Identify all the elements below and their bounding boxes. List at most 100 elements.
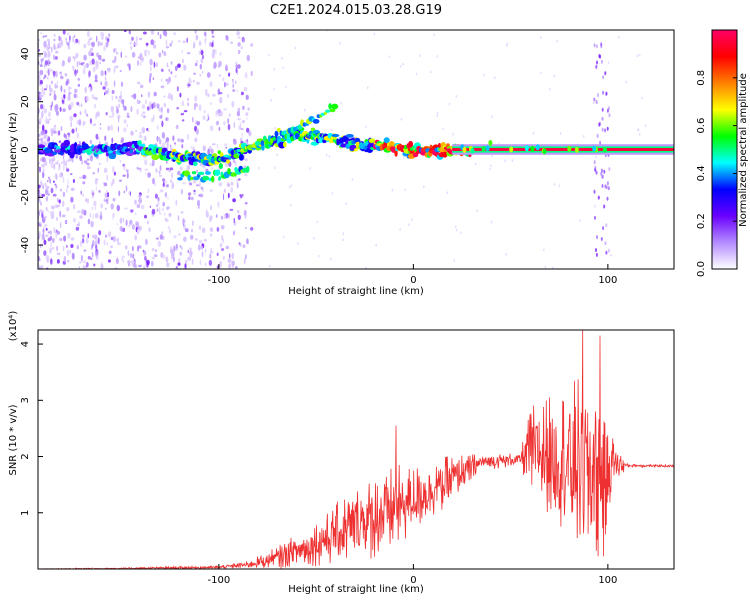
noise-blob <box>51 205 55 210</box>
noise-blob <box>104 90 109 95</box>
noise-blob <box>145 42 149 46</box>
spectrogram-ylabel: Frequency (Hz) <box>8 112 19 188</box>
noise-blob <box>105 41 109 48</box>
noise-blob <box>43 50 46 55</box>
noise-blob <box>58 140 61 144</box>
noise-blob <box>127 263 131 267</box>
noise-blob <box>38 197 41 202</box>
noise-blob <box>144 168 148 171</box>
noise-blob <box>136 228 140 235</box>
noise-blob <box>157 240 162 248</box>
noise-blob <box>94 74 98 81</box>
noise-blob <box>198 40 202 46</box>
ridge-blob <box>345 134 354 138</box>
branch-blob <box>218 176 222 181</box>
noise-blob <box>600 168 603 173</box>
noise-blob <box>55 185 58 188</box>
noise-blob <box>45 135 49 139</box>
noise-blob <box>274 166 276 170</box>
noise-blob <box>166 184 169 188</box>
noise-blob <box>38 221 41 225</box>
noise-blob <box>146 195 150 199</box>
noise-blob <box>92 66 96 72</box>
noise-blob <box>149 76 151 84</box>
ridge-blob <box>217 150 221 155</box>
noise-blob <box>607 61 610 64</box>
noise-blob <box>187 192 192 196</box>
ridge-blob <box>310 141 319 146</box>
noise-blob <box>190 145 192 149</box>
noise-blob <box>87 233 90 239</box>
noise-blob <box>201 71 204 74</box>
noise-blob <box>225 63 228 71</box>
ridge-blob <box>394 150 398 157</box>
noise-blob <box>237 42 241 47</box>
noise-blob <box>146 259 150 266</box>
noise-blob <box>68 86 72 90</box>
noise-blob <box>179 92 182 98</box>
noise-blob <box>49 88 53 93</box>
noise-blob <box>177 262 181 266</box>
noise-blob <box>201 186 204 191</box>
noise-blob <box>78 119 82 126</box>
noise-blob <box>43 224 48 227</box>
noise-blob <box>596 60 598 65</box>
noise-blob <box>239 121 242 129</box>
noise-blob <box>53 227 56 231</box>
noise-blob <box>107 231 112 238</box>
noise-blob <box>582 135 585 138</box>
noise-blob <box>66 207 70 212</box>
noise-blob <box>82 123 85 127</box>
noise-blob <box>95 250 99 258</box>
noise-blob <box>51 246 54 250</box>
noise-blob <box>201 54 205 60</box>
noise-blob <box>141 57 144 61</box>
noise-blob <box>112 59 116 64</box>
noise-blob <box>93 263 96 267</box>
noise-blob <box>104 80 108 87</box>
noise-blob <box>126 124 129 127</box>
noise-blob <box>282 235 285 239</box>
noise-blob <box>375 243 378 247</box>
noise-blob <box>88 50 92 57</box>
noise-blob <box>244 173 248 177</box>
noise-blob <box>164 217 168 222</box>
noise-blob <box>58 173 63 179</box>
branch-blob <box>260 140 265 147</box>
noise-blob <box>408 223 410 227</box>
noise-blob <box>213 61 217 69</box>
noise-blob <box>183 64 187 71</box>
noise-blob <box>49 230 52 235</box>
noise-blob <box>112 217 114 220</box>
colorbar-label: Normalized spectral amplitude <box>738 73 749 227</box>
noise-blob <box>63 245 65 252</box>
noise-blob <box>42 171 45 179</box>
noise-blob <box>49 117 51 121</box>
noise-blob <box>55 103 59 111</box>
noise-blob <box>108 115 113 118</box>
noise-blob <box>145 262 147 267</box>
noise-blob <box>107 259 111 263</box>
noise-blob <box>229 253 231 259</box>
noise-blob <box>193 191 197 195</box>
noise-blob <box>68 85 70 93</box>
noise-blob <box>149 104 152 110</box>
noise-blob <box>46 142 48 147</box>
noise-blob <box>436 55 439 58</box>
noise-blob <box>638 53 641 57</box>
noise-blob <box>199 63 202 70</box>
noise-blob <box>119 217 123 224</box>
noise-blob <box>558 184 561 188</box>
noise-blob <box>423 185 425 189</box>
branch-blob <box>274 130 279 137</box>
noise-blob <box>187 249 189 253</box>
noise-blob <box>40 60 43 66</box>
noise-blob <box>638 132 641 136</box>
noise-blob <box>460 231 462 235</box>
noise-blob <box>186 37 189 43</box>
noise-blob <box>230 186 234 193</box>
noise-blob <box>150 39 155 46</box>
noise-blob <box>92 172 95 175</box>
noise-blob <box>49 105 52 109</box>
noise-blob <box>80 62 84 66</box>
